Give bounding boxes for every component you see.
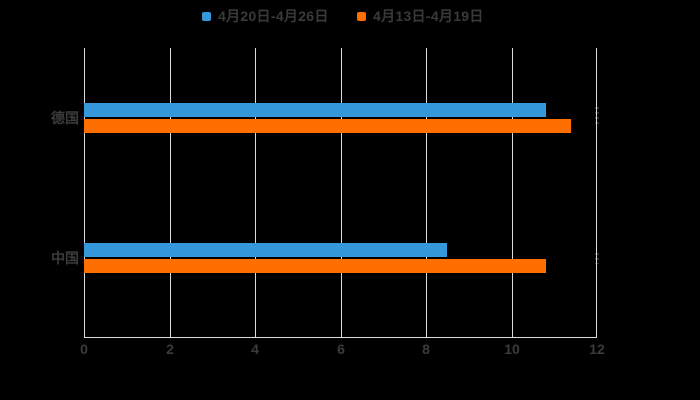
gridline-x-2: [170, 48, 171, 337]
legend-swatch-orange: [357, 11, 366, 21]
clipped-label-artifact: [595, 107, 599, 124]
gridline-x-12: [596, 48, 597, 337]
x-axis-tick-label: 2: [166, 341, 174, 357]
clipped-label-artifact: [595, 253, 599, 264]
x-axis-tick-label: 6: [337, 341, 345, 357]
y-axis-label-china: 中国: [51, 249, 79, 266]
x-axis-tick-label: 4: [251, 341, 259, 357]
gridline-x-4: [255, 48, 256, 337]
bar-德国-series0[interactable]: [84, 103, 546, 117]
legend-item-week-previous[interactable]: 4月13日-4月19日: [357, 8, 484, 24]
bar-中国-series0[interactable]: [84, 243, 447, 257]
legend-label: 4月13日-4月19日: [373, 8, 484, 24]
legend-label: 4月20日-4月26日: [218, 8, 329, 24]
x-axis-tick-label: 0: [80, 341, 88, 357]
bar-中国-series1[interactable]: [84, 259, 546, 273]
gridline-x-8: [426, 48, 427, 337]
legend-item-week-current[interactable]: 4月20日-4月26日: [202, 8, 329, 24]
x-axis-tick-label: 8: [422, 341, 430, 357]
gridline-x-0: [84, 48, 85, 337]
plot-area: 0 2 4 6 8 10 12: [80, 48, 605, 357]
bar-德国-series1[interactable]: [84, 119, 571, 133]
x-axis-tick-label: 10: [504, 341, 520, 357]
y-axis-label-germany: 德国: [51, 109, 79, 126]
legend-swatch-blue: [202, 11, 211, 21]
gridline-x-10: [512, 48, 513, 337]
gridline-x-6: [341, 48, 342, 337]
x-axis-tick-label: 12: [589, 341, 605, 357]
